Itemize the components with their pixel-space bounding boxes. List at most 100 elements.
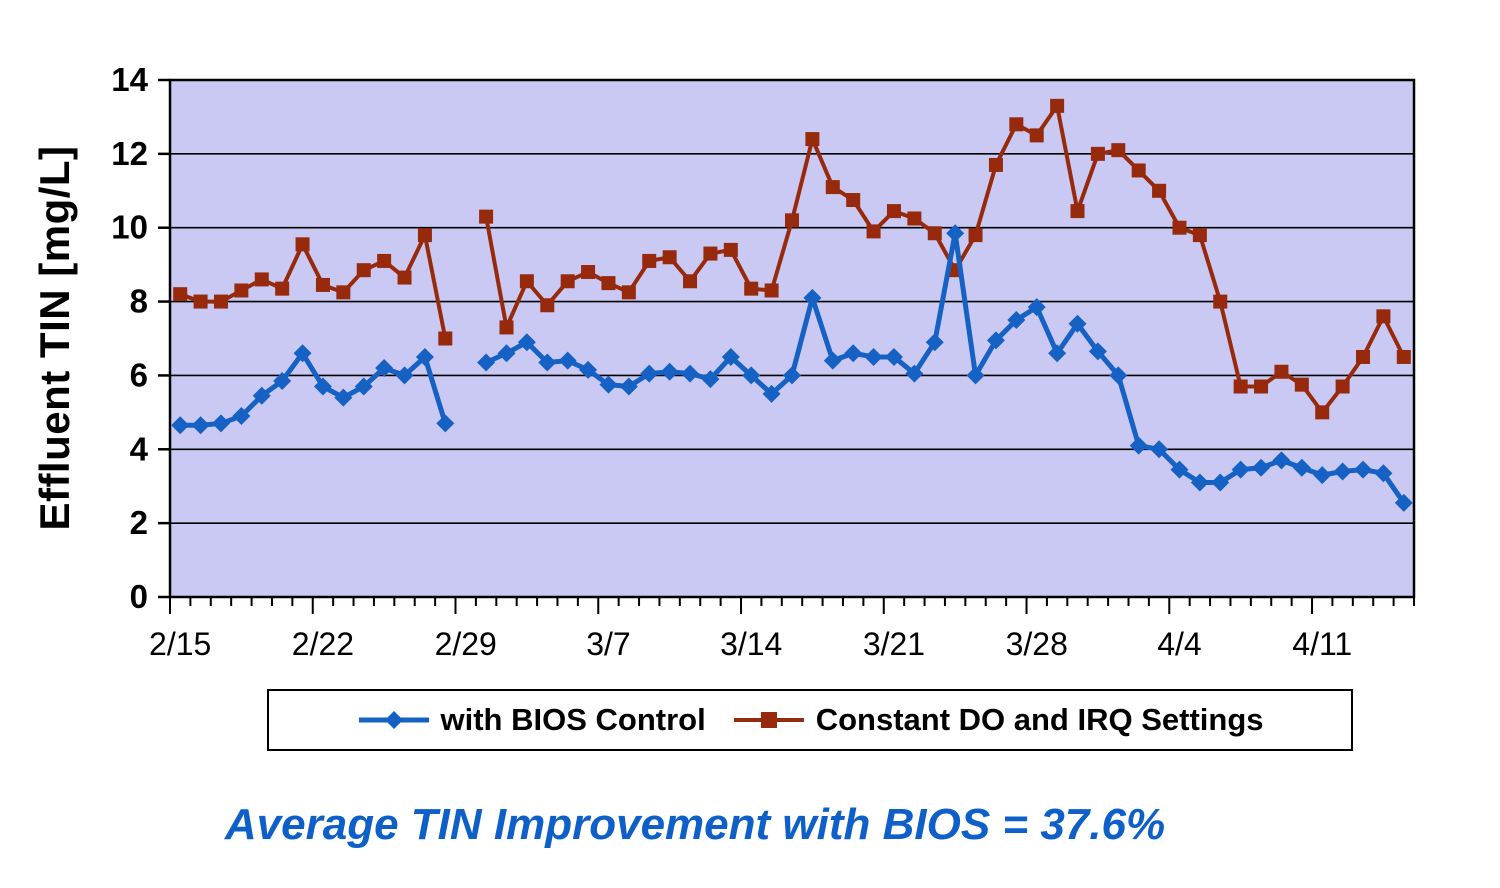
marker-diamond-3-26: [986, 331, 1005, 350]
marker-diamond-3-3: [517, 333, 536, 352]
marker-diamond-2-28: [436, 414, 455, 433]
marker-diamond-3-15: [762, 384, 781, 403]
legend: with BIOS Control Constant DO and IRQ Se…: [267, 689, 1353, 751]
marker-square-3-11: [683, 274, 698, 289]
marker-diamond-2-16: [191, 416, 210, 435]
marker-square-4-13: [1356, 349, 1371, 364]
marker-diamond-3-8: [619, 377, 638, 396]
caption-average-tin-improvement: Average TIN Improvement with BIOS = 37.6…: [224, 800, 1166, 849]
legend-label-constant-do-irq: Constant DO and IRQ Settings: [815, 702, 1264, 737]
line-square-marker-icon: [733, 712, 804, 728]
x-tick-label-3-21: 3/21: [863, 626, 925, 662]
marker-square-4-5: [1192, 228, 1207, 243]
marker-diamond-2-17: [211, 414, 230, 433]
marker-diamond-4-8: [1252, 458, 1271, 477]
marker-square-3-6: [581, 265, 596, 280]
marker-diamond-3-9: [640, 364, 659, 383]
x-tick-label-3-14: 3/14: [720, 626, 782, 662]
marker-diamond-2-23: [334, 388, 353, 407]
x-tick-label-3-28: 3/28: [1006, 626, 1068, 662]
marker-square-3-25: [968, 228, 983, 243]
marker-diamond-3-20: [864, 347, 883, 366]
y-tick-label-12: 12: [111, 135, 148, 172]
plot-area: [170, 80, 1414, 597]
marker-diamond-3-27: [1007, 311, 1026, 330]
marker-diamond-2-20: [273, 371, 292, 390]
marker-diamond-3-11: [681, 364, 700, 383]
marker-square-4-4: [1172, 220, 1187, 235]
marker-diamond-3-16: [783, 366, 801, 385]
marker-square-2-20: [275, 281, 290, 296]
x-tick-label-2-29: 2/29: [435, 626, 497, 662]
marker-diamond-3-12: [701, 370, 720, 389]
marker-square-3-4: [540, 298, 555, 313]
marker-diamond-4-15: [1394, 493, 1413, 512]
marker-diamond-2-15: [171, 416, 190, 435]
marker-square-3-9: [642, 253, 657, 268]
marker-diamond-3-17: [803, 288, 822, 307]
marker-square-3-16: [785, 213, 799, 228]
marker-square-2-23: [336, 285, 351, 300]
marker-square-3-14: [744, 281, 759, 296]
marker-square-3-21: [886, 204, 901, 219]
marker-square-3-30: [1070, 204, 1085, 219]
marker-diamond-3-10: [660, 362, 679, 381]
marker-diamond-3-25: [966, 366, 985, 385]
marker-square-3-15: [764, 283, 779, 298]
marker-square-4-7: [1233, 379, 1248, 394]
marker-square-4-6: [1213, 294, 1228, 309]
y-tick-label-6: 6: [130, 356, 148, 393]
marker-diamond-3-4: [538, 353, 557, 372]
marker-square-3-10: [662, 250, 677, 265]
marker-square-3-28: [1029, 128, 1044, 143]
marker-diamond-3-19: [844, 344, 863, 363]
marker-diamond-4-2: [1129, 436, 1148, 455]
marker-diamond-3-29: [1048, 344, 1067, 363]
marker-diamond-2-26: [395, 366, 414, 385]
marker-square-3-12: [703, 246, 718, 261]
marker-diamond-3-2: [497, 344, 516, 363]
marker-square-4-2: [1131, 163, 1146, 178]
y-tick-label-8: 8: [130, 283, 148, 320]
marker-square-3-29: [1050, 98, 1065, 113]
marker-diamond-3-21: [884, 347, 903, 366]
y-tick-label-14: 14: [111, 61, 148, 98]
marker-square-4-9: [1274, 364, 1289, 379]
marker-square-4-11: [1315, 405, 1330, 420]
marker-diamond-3-7: [599, 375, 618, 394]
y-tick-label-0: 0: [130, 578, 148, 615]
marker-square-3-1: [479, 209, 494, 224]
x-tick-label-4-11: 4/11: [1292, 626, 1352, 662]
marker-diamond-2-21: [293, 344, 312, 363]
marker-square-2-26: [397, 270, 412, 285]
marker-diamond-4-13: [1354, 460, 1373, 479]
marker-square-2-28: [438, 331, 453, 346]
marker-square-3-2: [499, 320, 514, 335]
marker-diamond-2-19: [252, 386, 271, 405]
marker-square-4-12: [1335, 379, 1350, 394]
marker-diamond-4-3: [1150, 440, 1169, 459]
marker-square-2-25: [377, 253, 392, 268]
marker-diamond-3-1: [477, 353, 496, 372]
series-line-constant-do-and-irq-settings: [484, 103, 1406, 415]
marker-square-4-3: [1152, 183, 1167, 198]
x-tick-label-2-15: 2/15: [149, 626, 211, 662]
marker-square-3-20: [866, 224, 881, 239]
marker-square-3-3: [519, 274, 534, 289]
marker-diamond-4-4: [1170, 460, 1189, 479]
marker-square-3-18: [825, 180, 840, 195]
x-tick-label-2-22: 2/22: [292, 626, 354, 662]
marker-square-2-16: [193, 294, 208, 309]
marker-diamond-3-31: [1088, 342, 1107, 361]
marker-diamond-3-28: [1027, 298, 1046, 317]
y-axis-title: Effluent TIN [mg/L]: [31, 145, 78, 531]
line-diamond-marker-icon: [358, 711, 429, 729]
marker-diamond-4-1: [1109, 366, 1128, 385]
marker-diamond-2-25: [375, 359, 394, 378]
marker-square-2-21: [295, 237, 310, 252]
marker-diamond-4-12: [1333, 462, 1352, 481]
marker-diamond-3-13: [721, 347, 740, 366]
marker-diamond-3-5: [558, 351, 577, 370]
marker-square-3-8: [621, 285, 636, 300]
